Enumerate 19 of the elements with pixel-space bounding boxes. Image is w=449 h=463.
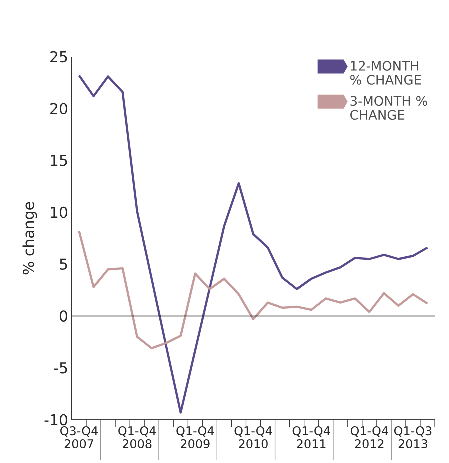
x-tick-label: Q1-Q4 2010: [234, 426, 272, 449]
y-tick-label: -10: [44, 414, 68, 426]
y-tick-label: -5: [54, 362, 68, 374]
x-tick-label: Q1-Q4 2011: [292, 426, 330, 449]
y-tick-label: 5: [60, 258, 68, 270]
y-tick-label: 10: [51, 206, 68, 218]
y-tick-label: 25: [50, 51, 68, 63]
y-axis-title: % change: [22, 202, 38, 275]
line-series: [78, 230, 429, 350]
x-tick-label: Q1-Q4 2012: [350, 426, 388, 449]
y-tick-label: 20: [50, 103, 68, 115]
y-tick-label: 15: [51, 155, 68, 166]
y-tick-label: 0: [60, 310, 68, 322]
legend-label: 12-MONTH % CHANGE: [350, 61, 422, 85]
x-tick-label: Q1-Q4 2009: [176, 426, 214, 449]
legend-label: 3-MONTH % CHANGE: [350, 96, 428, 120]
x-tick-label: Q1-Q4 2008: [118, 426, 156, 449]
x-tick-label: Q1-Q3 2013: [394, 426, 432, 449]
x-tick-label: Q3-Q4 2007: [60, 426, 98, 449]
